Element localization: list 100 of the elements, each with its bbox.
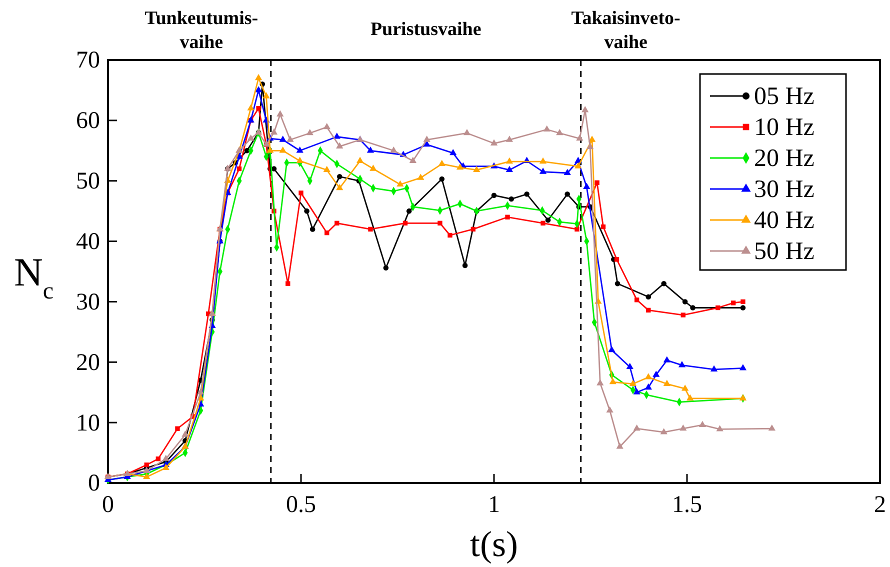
point	[286, 136, 294, 142]
point	[254, 86, 262, 92]
point	[586, 142, 594, 150]
y-axis-title: N$_{c}$	[14, 250, 54, 304]
point	[143, 472, 150, 480]
x-tick-label: 2	[874, 492, 886, 518]
point	[663, 380, 670, 386]
x-tick-label: 1	[488, 492, 500, 518]
y-tick-label: 30	[76, 289, 100, 316]
point	[588, 136, 596, 142]
point	[462, 262, 468, 268]
x-axis-title: t(s)	[470, 524, 518, 564]
point	[524, 192, 530, 197]
point	[680, 424, 687, 431]
point	[690, 305, 696, 310]
point	[438, 220, 442, 226]
point	[175, 426, 180, 431]
point	[506, 157, 514, 164]
legend-label: 40 Hz	[754, 207, 814, 234]
point	[262, 92, 270, 98]
point	[490, 139, 498, 146]
point	[390, 146, 398, 153]
point	[334, 220, 340, 226]
point	[505, 214, 510, 220]
point	[633, 424, 640, 431]
point	[608, 346, 616, 352]
point	[646, 308, 651, 313]
point	[576, 134, 584, 141]
point	[298, 190, 304, 196]
point	[197, 388, 204, 394]
point	[336, 142, 344, 148]
point	[450, 148, 457, 156]
point	[270, 128, 278, 135]
y-tick-label: 20	[76, 350, 100, 376]
legend-label: 50 Hz	[754, 238, 814, 265]
point	[162, 454, 170, 461]
point	[144, 462, 149, 468]
point	[556, 129, 564, 136]
point	[686, 394, 694, 400]
point	[406, 208, 412, 214]
point	[402, 220, 408, 226]
point	[739, 394, 747, 400]
point	[644, 383, 652, 390]
point	[506, 166, 514, 172]
point	[276, 110, 284, 116]
point	[596, 379, 604, 386]
point	[310, 226, 316, 232]
point	[162, 464, 170, 470]
legend-label: 30 Hz	[754, 176, 814, 203]
y-tick-label: 70	[76, 48, 100, 74]
point	[660, 428, 668, 434]
point	[609, 378, 616, 384]
point	[663, 356, 670, 362]
point	[564, 168, 571, 176]
point	[710, 365, 718, 372]
point	[279, 136, 286, 142]
point	[247, 134, 254, 141]
point	[540, 220, 546, 226]
point	[768, 424, 776, 431]
point	[644, 373, 652, 380]
x-tick-label: 1.5	[672, 492, 702, 518]
point	[417, 174, 424, 180]
point	[582, 106, 589, 112]
point	[256, 106, 261, 111]
point	[716, 425, 724, 432]
point	[716, 305, 720, 310]
point	[409, 156, 417, 163]
point	[646, 294, 652, 300]
y-tick-label: 0	[88, 470, 100, 497]
point	[296, 146, 304, 153]
point	[247, 104, 254, 110]
point	[182, 430, 189, 437]
point	[383, 265, 389, 271]
point	[296, 156, 304, 163]
point	[545, 217, 551, 223]
legend-label: 05 Hz	[754, 83, 814, 110]
legend-label: 10 Hz	[754, 114, 814, 141]
y-tick-label: 60	[76, 108, 100, 134]
point	[366, 146, 374, 153]
point	[564, 192, 570, 197]
point	[438, 160, 446, 166]
y-tick-label: 50	[76, 168, 100, 195]
point	[740, 305, 746, 310]
point	[279, 146, 286, 153]
point	[698, 420, 706, 428]
point	[626, 362, 634, 370]
point	[633, 388, 640, 394]
point	[448, 232, 452, 238]
point	[606, 406, 614, 413]
point	[323, 122, 330, 130]
point	[368, 226, 373, 232]
point	[333, 132, 340, 139]
point	[574, 226, 580, 232]
point	[491, 192, 497, 198]
x-tick-label: 0.5	[286, 492, 316, 518]
point	[740, 299, 746, 304]
point	[616, 442, 624, 449]
point	[600, 224, 606, 230]
point	[336, 174, 342, 180]
point	[629, 380, 637, 386]
